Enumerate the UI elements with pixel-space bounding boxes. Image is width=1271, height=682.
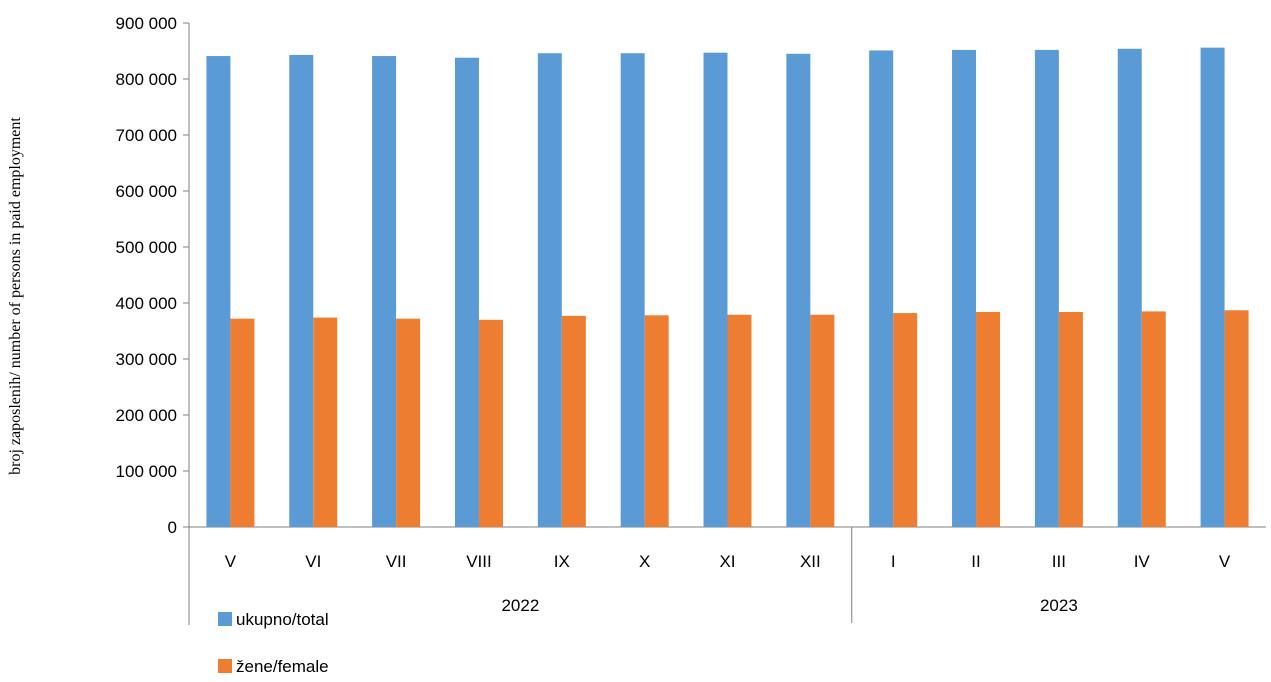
y-tick-label: 300 000 (116, 350, 177, 369)
bars (206, 47, 1249, 528)
axes (183, 22, 1266, 625)
legend-label: ukupno/total (236, 610, 329, 629)
y-axis-title: broj zaposlenih/ number of persons in pa… (7, 117, 24, 475)
y-tick-label: 500 000 (116, 238, 177, 257)
bar-total (454, 57, 479, 527)
bar-total (1200, 47, 1225, 527)
x-tick-label: X (639, 552, 650, 571)
bar-female (561, 315, 586, 527)
x-tick-label: III (1052, 552, 1066, 571)
y-tick-label: 800 000 (116, 70, 177, 89)
y-tick-label: 0 (168, 518, 177, 537)
bar-female (727, 314, 752, 527)
legend-label: žene/female (236, 657, 329, 676)
legend: ukupno/total žene/female (218, 610, 329, 676)
y-tick-label: 200 000 (116, 406, 177, 425)
bar-female (396, 318, 421, 527)
y-tick-label: 700 000 (116, 126, 177, 145)
x-tick-label: VII (386, 552, 407, 571)
x-tick-label: XI (719, 552, 735, 571)
bar-total (1117, 48, 1142, 527)
bar-total (1034, 49, 1059, 527)
year-group-label: 2022 (501, 596, 539, 615)
axis-labels: 0 100 000 200 000 300 000 400 000 500 000 600 … (116, 14, 1231, 615)
bar-total (372, 56, 397, 527)
bar-total (786, 53, 811, 528)
y-tick-label: 900 000 (116, 14, 177, 33)
bar-female (976, 311, 1001, 527)
x-tick-label: II (971, 552, 980, 571)
bar-female (644, 315, 669, 527)
x-tick-label: IX (554, 552, 570, 571)
legend-swatch (218, 612, 232, 626)
bar-total (537, 53, 562, 528)
bar-female (478, 319, 503, 527)
x-tick-label: VIII (466, 552, 492, 571)
bar-female (1224, 310, 1249, 527)
x-tick-label: V (225, 552, 237, 571)
year-group-label: 2023 (1040, 596, 1078, 615)
bar-total (869, 50, 894, 527)
y-tick-label: 100 000 (116, 462, 177, 481)
legend-swatch (218, 659, 232, 673)
bar-total (952, 49, 977, 527)
y-tick-label: 400 000 (116, 294, 177, 313)
bar-female (1058, 311, 1083, 527)
bar-total (703, 52, 728, 528)
x-tick-label: I (891, 552, 896, 571)
x-tick-label: XII (800, 552, 821, 571)
x-tick-label: V (1219, 552, 1231, 571)
bar-female (313, 317, 338, 527)
bar-total (620, 53, 645, 528)
bar-female (1141, 311, 1166, 527)
bar-total (289, 54, 314, 528)
y-tick-label: 600 000 (116, 182, 177, 201)
x-tick-label: IV (1134, 552, 1151, 571)
bar-female (893, 313, 918, 527)
x-tick-label: VI (305, 552, 321, 571)
bar-total (206, 56, 231, 527)
bar-female (810, 314, 835, 527)
bar-female (230, 318, 255, 527)
